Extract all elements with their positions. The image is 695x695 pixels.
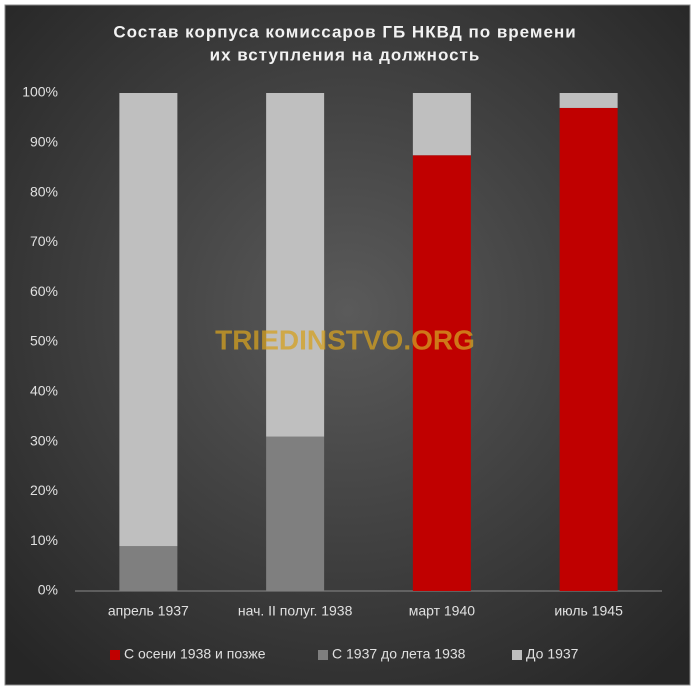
- chart-title: их вступления на должность: [210, 45, 481, 64]
- x-tick-label: март 1940: [409, 603, 476, 619]
- bar-segment: [266, 436, 325, 591]
- legend-label: С осени 1938 и позже: [124, 646, 266, 662]
- chart-title: Состав корпуса комиссаров ГБ НКВД по вре…: [113, 22, 576, 41]
- x-tick-label: июль 1945: [554, 603, 623, 619]
- legend-swatch: [318, 650, 328, 660]
- y-tick-label: 90%: [30, 134, 58, 150]
- bar-segment: [119, 546, 178, 591]
- bar-segment: [119, 93, 178, 547]
- legend-label: С 1937 до лета 1938: [332, 646, 466, 662]
- bar-segment: [559, 93, 618, 108]
- bar-segment: [412, 93, 471, 156]
- watermark: TRIEDINSTVO.ORG: [215, 324, 475, 355]
- y-tick-label: 20%: [30, 482, 58, 498]
- y-tick-label: 100%: [22, 84, 58, 100]
- legend-label: До 1937: [526, 646, 579, 662]
- bar-segment: [559, 107, 618, 591]
- legend-swatch: [110, 650, 120, 660]
- y-tick-label: 0%: [38, 582, 58, 598]
- y-tick-label: 70%: [30, 233, 58, 249]
- y-tick-label: 40%: [30, 383, 58, 399]
- x-tick-label: апрель 1937: [108, 603, 189, 619]
- y-tick-label: 50%: [30, 333, 58, 349]
- x-tick-label: нач. II полуг. 1938: [238, 603, 353, 619]
- bar-segment: [266, 93, 325, 437]
- y-tick-label: 10%: [30, 532, 58, 548]
- y-tick-label: 80%: [30, 183, 58, 199]
- legend-swatch: [512, 650, 522, 660]
- y-tick-label: 30%: [30, 432, 58, 448]
- plot-area: 0% 10% 20% 30% 40% 50% 60% 70% 80% 90% 100% апрель …: [22, 84, 662, 619]
- y-tick-label: 60%: [30, 283, 58, 299]
- bar-segment: [412, 155, 471, 591]
